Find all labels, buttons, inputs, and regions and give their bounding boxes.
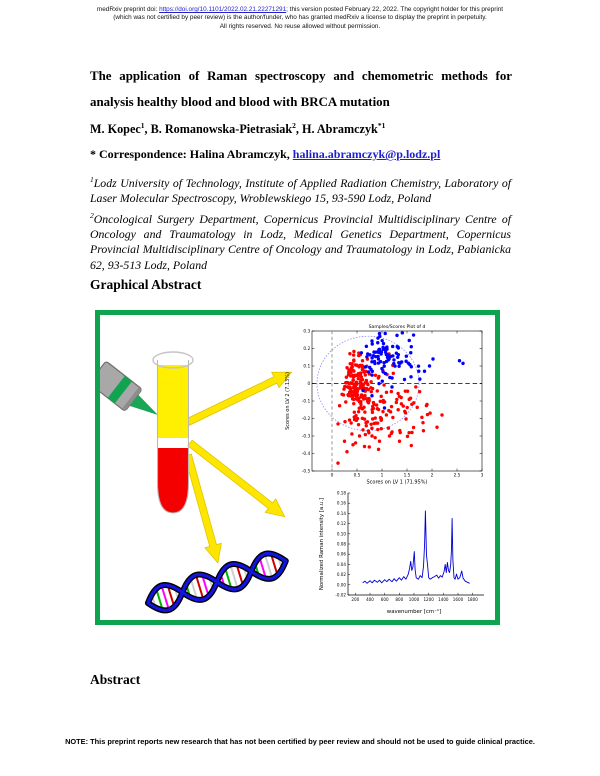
svg-text:0.10: 0.10 — [337, 531, 347, 536]
svg-text:-0.1: -0.1 — [302, 399, 311, 405]
preprint-notice-line1: medRxiv preprint doi: https://doi.org/10… — [16, 6, 584, 14]
svg-text:0.18: 0.18 — [337, 491, 347, 496]
affiliation-2: 2Oncological Surgery Department, Coperni… — [90, 208, 511, 273]
svg-text:0.08: 0.08 — [337, 542, 347, 547]
author-1: M. Kopec — [90, 122, 141, 137]
author-2: B. Romanowska-Pietrasiak — [150, 122, 293, 137]
correspondence-email-link[interactable]: halina.abramczyk@p.lodz.pl — [292, 147, 441, 161]
svg-text:1400: 1400 — [438, 597, 449, 602]
notice-text-pre: medRxiv preprint doi: — [96, 6, 160, 13]
author-3: H. Abramczyk — [301, 122, 378, 137]
raman-spectrum-plot: 0.18 0.16 0.14 0.12 0.10 0.08 0.06 0.04 0.02 0.00… — [319, 491, 484, 615]
svg-text:-0.2: -0.2 — [302, 416, 311, 422]
svg-text:0.12: 0.12 — [337, 521, 347, 526]
abstract-heading: Abstract — [90, 672, 141, 687]
svg-text:600: 600 — [381, 597, 389, 602]
affiliation-1-sup: 1 — [90, 175, 94, 184]
preprint-notice-line3: All rights reserved. No reuse allowed wi… — [219, 22, 381, 30]
svg-text:1600: 1600 — [453, 597, 464, 602]
svg-text:0.3: 0.3 — [303, 329, 310, 335]
test-tube-icon — [152, 351, 194, 514]
authors-line: M. Kopec1, B. Romanowska-Pietrasiak2, H.… — [90, 121, 512, 137]
svg-text:0: 0 — [331, 473, 334, 479]
svg-text:wavenumber [cm⁻¹]: wavenumber [cm⁻¹] — [387, 608, 441, 615]
svg-text:0.14: 0.14 — [337, 511, 347, 516]
illustration-canvas — [100, 351, 293, 614]
author-separator: , — [295, 122, 302, 137]
svg-text:1: 1 — [381, 473, 384, 479]
pls-scores-scatter-plot: Samples/Scores Plot of d 0 0.5 1 1.5 2 2.5 3 0.3… — [285, 324, 484, 486]
svg-text:3: 3 — [481, 473, 484, 479]
svg-text:0: 0 — [307, 381, 310, 387]
correspondence-line: * Correspondence: Halina Abramczyk, hali… — [90, 147, 512, 162]
doi-link[interactable]: https://doi.org/10.1101/2022.02.21.22271… — [159, 6, 287, 13]
notice-text-post: ; this version posted February 22, 2022.… — [286, 6, 504, 13]
svg-text:0.06: 0.06 — [337, 552, 347, 557]
svg-text:2: 2 — [431, 473, 434, 479]
svg-text:Normalized Raman intensity [a.: Normalized Raman intensity [a.u.] — [319, 498, 325, 590]
affiliation-2-text: Oncological Surgery Department, Copernic… — [90, 211, 511, 272]
author-3-affiliation-sup: *1 — [377, 121, 386, 130]
svg-text:1.5: 1.5 — [404, 473, 411, 479]
svg-text:400: 400 — [366, 597, 374, 602]
preprint-notice: medRxiv preprint doi: https://doi.org/10… — [16, 6, 584, 31]
svg-text:0.2: 0.2 — [303, 346, 310, 352]
svg-text:-0.5: -0.5 — [302, 469, 311, 475]
svg-text:0.1: 0.1 — [303, 364, 310, 370]
svg-text:Samples/Scores Plot of d: Samples/Scores Plot of d — [369, 324, 426, 330]
arrow-to-spectrum-plot-icon — [187, 439, 286, 518]
preprint-notice-line2: (which was not certified by peer review)… — [113, 14, 487, 22]
svg-text:1800: 1800 — [467, 597, 478, 602]
svg-text:Scores on LV 2 (7.13%): Scores on LV 2 (7.13%) — [285, 372, 291, 430]
svg-text:0.04: 0.04 — [337, 562, 347, 567]
svg-text:800: 800 — [395, 597, 403, 602]
svg-text:200: 200 — [351, 597, 359, 602]
svg-text:1000: 1000 — [409, 597, 420, 602]
svg-text:0.5: 0.5 — [354, 473, 361, 479]
svg-text:-0.3: -0.3 — [302, 434, 311, 440]
laser-source-icon — [100, 361, 158, 415]
author-1-affiliation-sup: 1 — [140, 121, 145, 130]
author-separator: , — [144, 122, 151, 137]
affiliation-2-sup: 2 — [90, 211, 94, 220]
affiliation-1-text: Lodz University of Technology, Institute… — [90, 175, 511, 206]
svg-text:0.16: 0.16 — [337, 501, 347, 506]
svg-text:-0.4: -0.4 — [302, 451, 311, 457]
svg-text:0.00: 0.00 — [337, 582, 347, 587]
dna-backbone — [146, 551, 288, 613]
laser-beam-icon — [129, 394, 158, 415]
svg-text:0.02: 0.02 — [337, 572, 347, 577]
dna-helix-icon — [145, 550, 289, 614]
paper-title: The application of Raman spectroscopy an… — [90, 69, 512, 109]
arrow-to-scatter-plot-icon — [185, 371, 293, 426]
correspondence-label: * Correspondence: Halina Abramczyk, — [90, 147, 293, 161]
graphical-abstract-heading: Graphical Abstract — [90, 277, 202, 292]
graphical-abstract-figure: Samples/Scores Plot of d 0 0.5 1 1.5 2 2.5 3 0.3… — [95, 310, 500, 625]
svg-text:Scores on LV 1 (71.95%): Scores on LV 1 (71.95%) — [367, 480, 428, 486]
svg-text:1200: 1200 — [423, 597, 434, 602]
svg-text:-0.02: -0.02 — [335, 593, 346, 598]
svg-text:2.5: 2.5 — [454, 473, 461, 479]
affiliation-1: 1Lodz University of Technology, Institut… — [90, 172, 511, 206]
author-2-affiliation-sup: 2 — [292, 121, 296, 130]
clinical-practice-note: NOTE: This preprint reports new research… — [65, 737, 535, 746]
